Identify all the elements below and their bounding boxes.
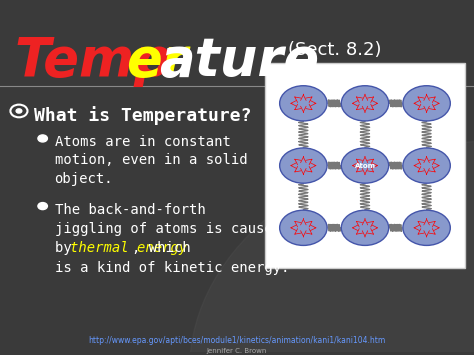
Circle shape	[403, 210, 450, 245]
Circle shape	[280, 210, 327, 245]
Text: ature: ature	[159, 35, 319, 87]
Text: jiggling of atoms is caused: jiggling of atoms is caused	[55, 222, 281, 236]
Text: http://www.epa.gov/apti/bces/module1/kinetics/animation/kani1/kani104.htm: http://www.epa.gov/apti/bces/module1/kin…	[88, 337, 386, 345]
Circle shape	[341, 210, 389, 245]
Text: by: by	[55, 241, 80, 255]
Text: Jennifer C. Brown: Jennifer C. Brown	[207, 348, 267, 354]
Circle shape	[341, 148, 389, 183]
Ellipse shape	[190, 141, 474, 355]
Circle shape	[403, 86, 450, 121]
Circle shape	[341, 86, 389, 121]
Circle shape	[38, 135, 47, 142]
Text: thermal energy: thermal energy	[70, 241, 187, 255]
Text: er: er	[126, 35, 187, 87]
Circle shape	[38, 203, 47, 209]
Text: (Sect. 8.2): (Sect. 8.2)	[288, 40, 382, 59]
Text: Atoms are in constant
motion, even in a solid
object.: Atoms are in constant motion, even in a …	[55, 135, 247, 186]
Text: The back-and-forth: The back-and-forth	[55, 203, 205, 217]
Text: , which: , which	[132, 241, 191, 255]
Text: is a kind of kinetic energy.: is a kind of kinetic energy.	[55, 261, 289, 275]
Circle shape	[280, 86, 327, 121]
Circle shape	[403, 148, 450, 183]
FancyBboxPatch shape	[265, 64, 465, 268]
Circle shape	[280, 148, 327, 183]
Text: Temp: Temp	[14, 35, 172, 87]
Circle shape	[16, 109, 22, 113]
Text: What is Temperature?: What is Temperature?	[34, 106, 252, 125]
Text: Atom: Atom	[355, 163, 375, 169]
